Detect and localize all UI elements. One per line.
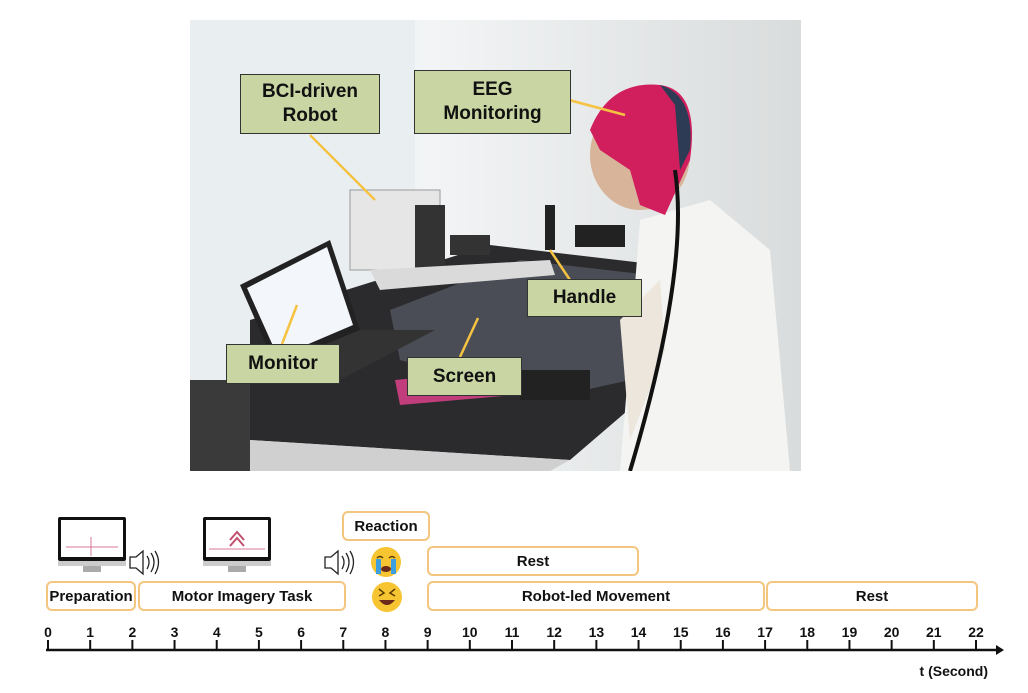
monitor-arrow-icon <box>203 517 271 572</box>
phase-preparation: Preparation <box>46 581 136 611</box>
label-bci-robot: BCI-driven Robot <box>240 74 380 134</box>
axis-tick-label: 13 <box>589 624 605 640</box>
axis-label: t (Second) <box>920 663 988 679</box>
phase-rest-upper: Rest <box>427 546 639 576</box>
eeg-cap <box>590 84 692 215</box>
label-text: BCI-driven Robot <box>261 81 359 126</box>
person <box>620 200 790 471</box>
speaker-icon <box>129 549 160 576</box>
axis-tick-label: 16 <box>715 624 731 640</box>
axis-tick-label: 9 <box>424 624 432 640</box>
label-monitor: Monitor <box>226 344 340 384</box>
axis-tick-label: 21 <box>926 624 942 640</box>
label-handle: Handle <box>527 279 642 317</box>
axis-tick-label: 8 <box>382 624 390 640</box>
axis-tick-label: 15 <box>673 624 689 640</box>
phase-motor-imagery: Motor Imagery Task <box>138 581 346 611</box>
axis-tick-label: 3 <box>171 624 179 640</box>
axis-tick-label: 20 <box>884 624 900 640</box>
axis-tick-label: 19 <box>842 624 858 640</box>
axis-tick-label: 22 <box>968 624 984 640</box>
axis-arrow-icon <box>996 645 1004 655</box>
label-text: EEG Monitoring <box>443 79 542 124</box>
axis-tick-label: 6 <box>297 624 305 640</box>
axis-tick-label: 14 <box>631 624 647 640</box>
axis-tick-label: 5 <box>255 624 263 640</box>
axis-tick-label: 11 <box>505 624 520 640</box>
axis-tick-label: 7 <box>339 624 347 640</box>
axis-tick-label: 10 <box>462 624 478 640</box>
axis-tick-label: 17 <box>757 624 773 640</box>
axis-tick-label: 18 <box>799 624 815 640</box>
axis-tick-label: 12 <box>546 624 562 640</box>
speaker-icon <box>324 549 355 576</box>
laughing-emoji-icon <box>372 582 402 612</box>
axis-tick-label: 4 <box>213 624 221 640</box>
leader-lines <box>280 98 626 358</box>
crying-emoji-icon <box>371 547 401 577</box>
label-screen: Screen <box>407 357 522 396</box>
axis-tick-label: 0 <box>44 624 52 640</box>
axis-tick-label: 1 <box>86 624 94 640</box>
phase-robot-movement: Robot-led Movement <box>427 581 765 611</box>
monitor-crosshair-icon <box>58 517 126 572</box>
label-eeg-monitoring: EEG Monitoring <box>414 70 571 134</box>
axis-tick-label: 2 <box>128 624 136 640</box>
phase-rest-final: Rest <box>766 581 978 611</box>
phase-reaction: Reaction <box>342 511 430 541</box>
